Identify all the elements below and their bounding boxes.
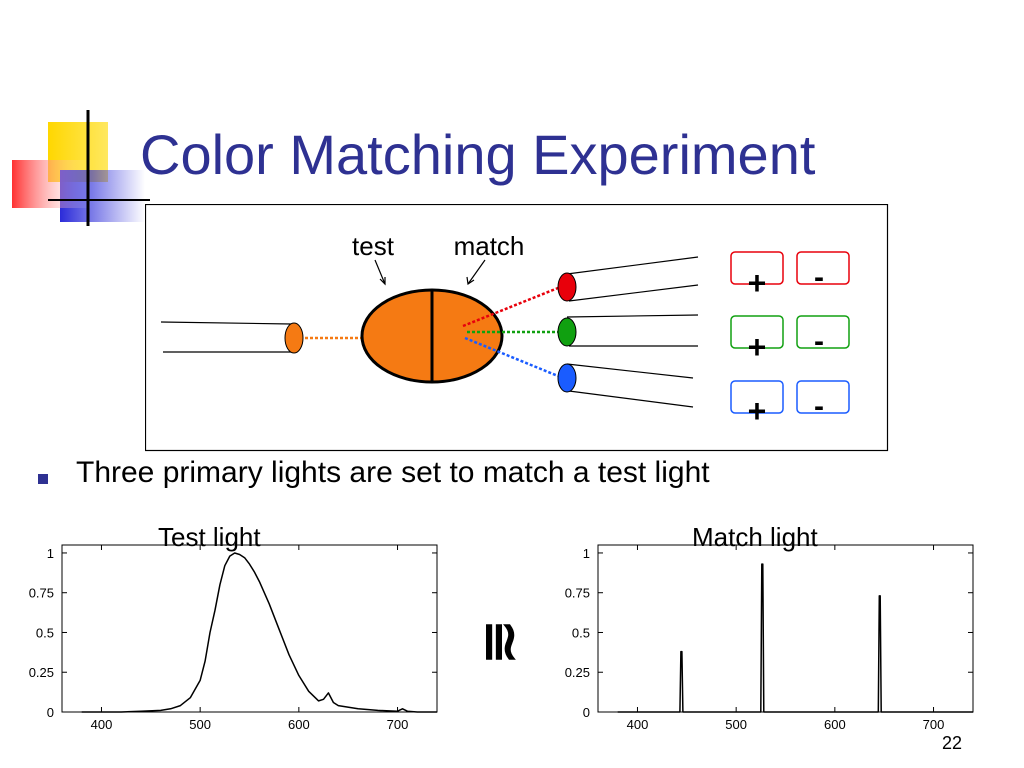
- x-tick-label: 600: [288, 717, 310, 732]
- match-label: match: [454, 231, 525, 261]
- y-tick-label: 0.75: [565, 586, 590, 601]
- blue-minus-button[interactable]: -: [796, 380, 850, 423]
- y-tick-label: 0.5: [36, 625, 54, 640]
- match-light-spectrum-line: [617, 563, 973, 713]
- green-primary-source: [557, 317, 577, 347]
- y-tick-label: 0.25: [565, 665, 590, 680]
- y-tick-label: 1: [583, 546, 590, 561]
- green-minus-button[interactable]: -: [796, 315, 850, 358]
- approx-equal-symbol: ≅: [470, 619, 530, 665]
- test-light-chart: 0 0.25 0.5 0.75 1 400 500 600 700: [29, 544, 438, 732]
- plot-frame: [61, 544, 438, 713]
- test-light-source: [284, 322, 304, 354]
- y-tick-label: 0.5: [572, 625, 590, 640]
- svg-text:+: +: [748, 393, 767, 429]
- svg-text:-: -: [814, 390, 824, 423]
- red-minus-button[interactable]: -: [796, 251, 850, 294]
- bullet-marker: [38, 474, 48, 484]
- test-label: test: [352, 231, 395, 261]
- bullet-text: Three primary lights are set to match a …: [76, 456, 710, 489]
- x-tick-label: 500: [725, 717, 747, 732]
- svg-text:-: -: [814, 261, 824, 294]
- svg-text:+: +: [748, 265, 767, 301]
- match-light-title: Match light: [692, 522, 818, 552]
- x-tick-label: 600: [824, 717, 846, 732]
- svg-text:-: -: [814, 325, 824, 358]
- match-light-chart: 0 0.25 0.5 0.75 1 400 500 600 700: [565, 544, 974, 732]
- slide-title: Color Matching Experiment: [140, 123, 816, 186]
- svg-text:+: +: [748, 329, 767, 365]
- red-plus-button[interactable]: +: [730, 251, 784, 301]
- red-primary-source: [557, 272, 577, 302]
- x-tick-label: 700: [387, 717, 409, 732]
- x-tick-label: 400: [91, 717, 113, 732]
- title-decoration: [12, 110, 150, 226]
- page-number: 22: [941, 733, 962, 753]
- green-plus-button[interactable]: +: [730, 315, 784, 365]
- y-tick-label: 0.75: [29, 586, 54, 601]
- y-tick-label: 0.25: [29, 665, 54, 680]
- x-tick-label: 700: [923, 717, 945, 732]
- blue-plus-button[interactable]: +: [730, 380, 784, 429]
- test-light-spectrum-line: [81, 552, 437, 713]
- test-light-title: Test light: [158, 522, 261, 552]
- x-tick-label: 500: [189, 717, 211, 732]
- experiment-diagram: test match + - + - + -: [145, 204, 889, 452]
- plot-frame: [597, 544, 974, 713]
- y-tick-label: 0: [47, 705, 54, 720]
- x-tick-label: 400: [627, 717, 649, 732]
- y-tick-label: 1: [47, 546, 54, 561]
- y-tick-label: 0: [583, 705, 590, 720]
- blue-primary-source: [557, 363, 577, 393]
